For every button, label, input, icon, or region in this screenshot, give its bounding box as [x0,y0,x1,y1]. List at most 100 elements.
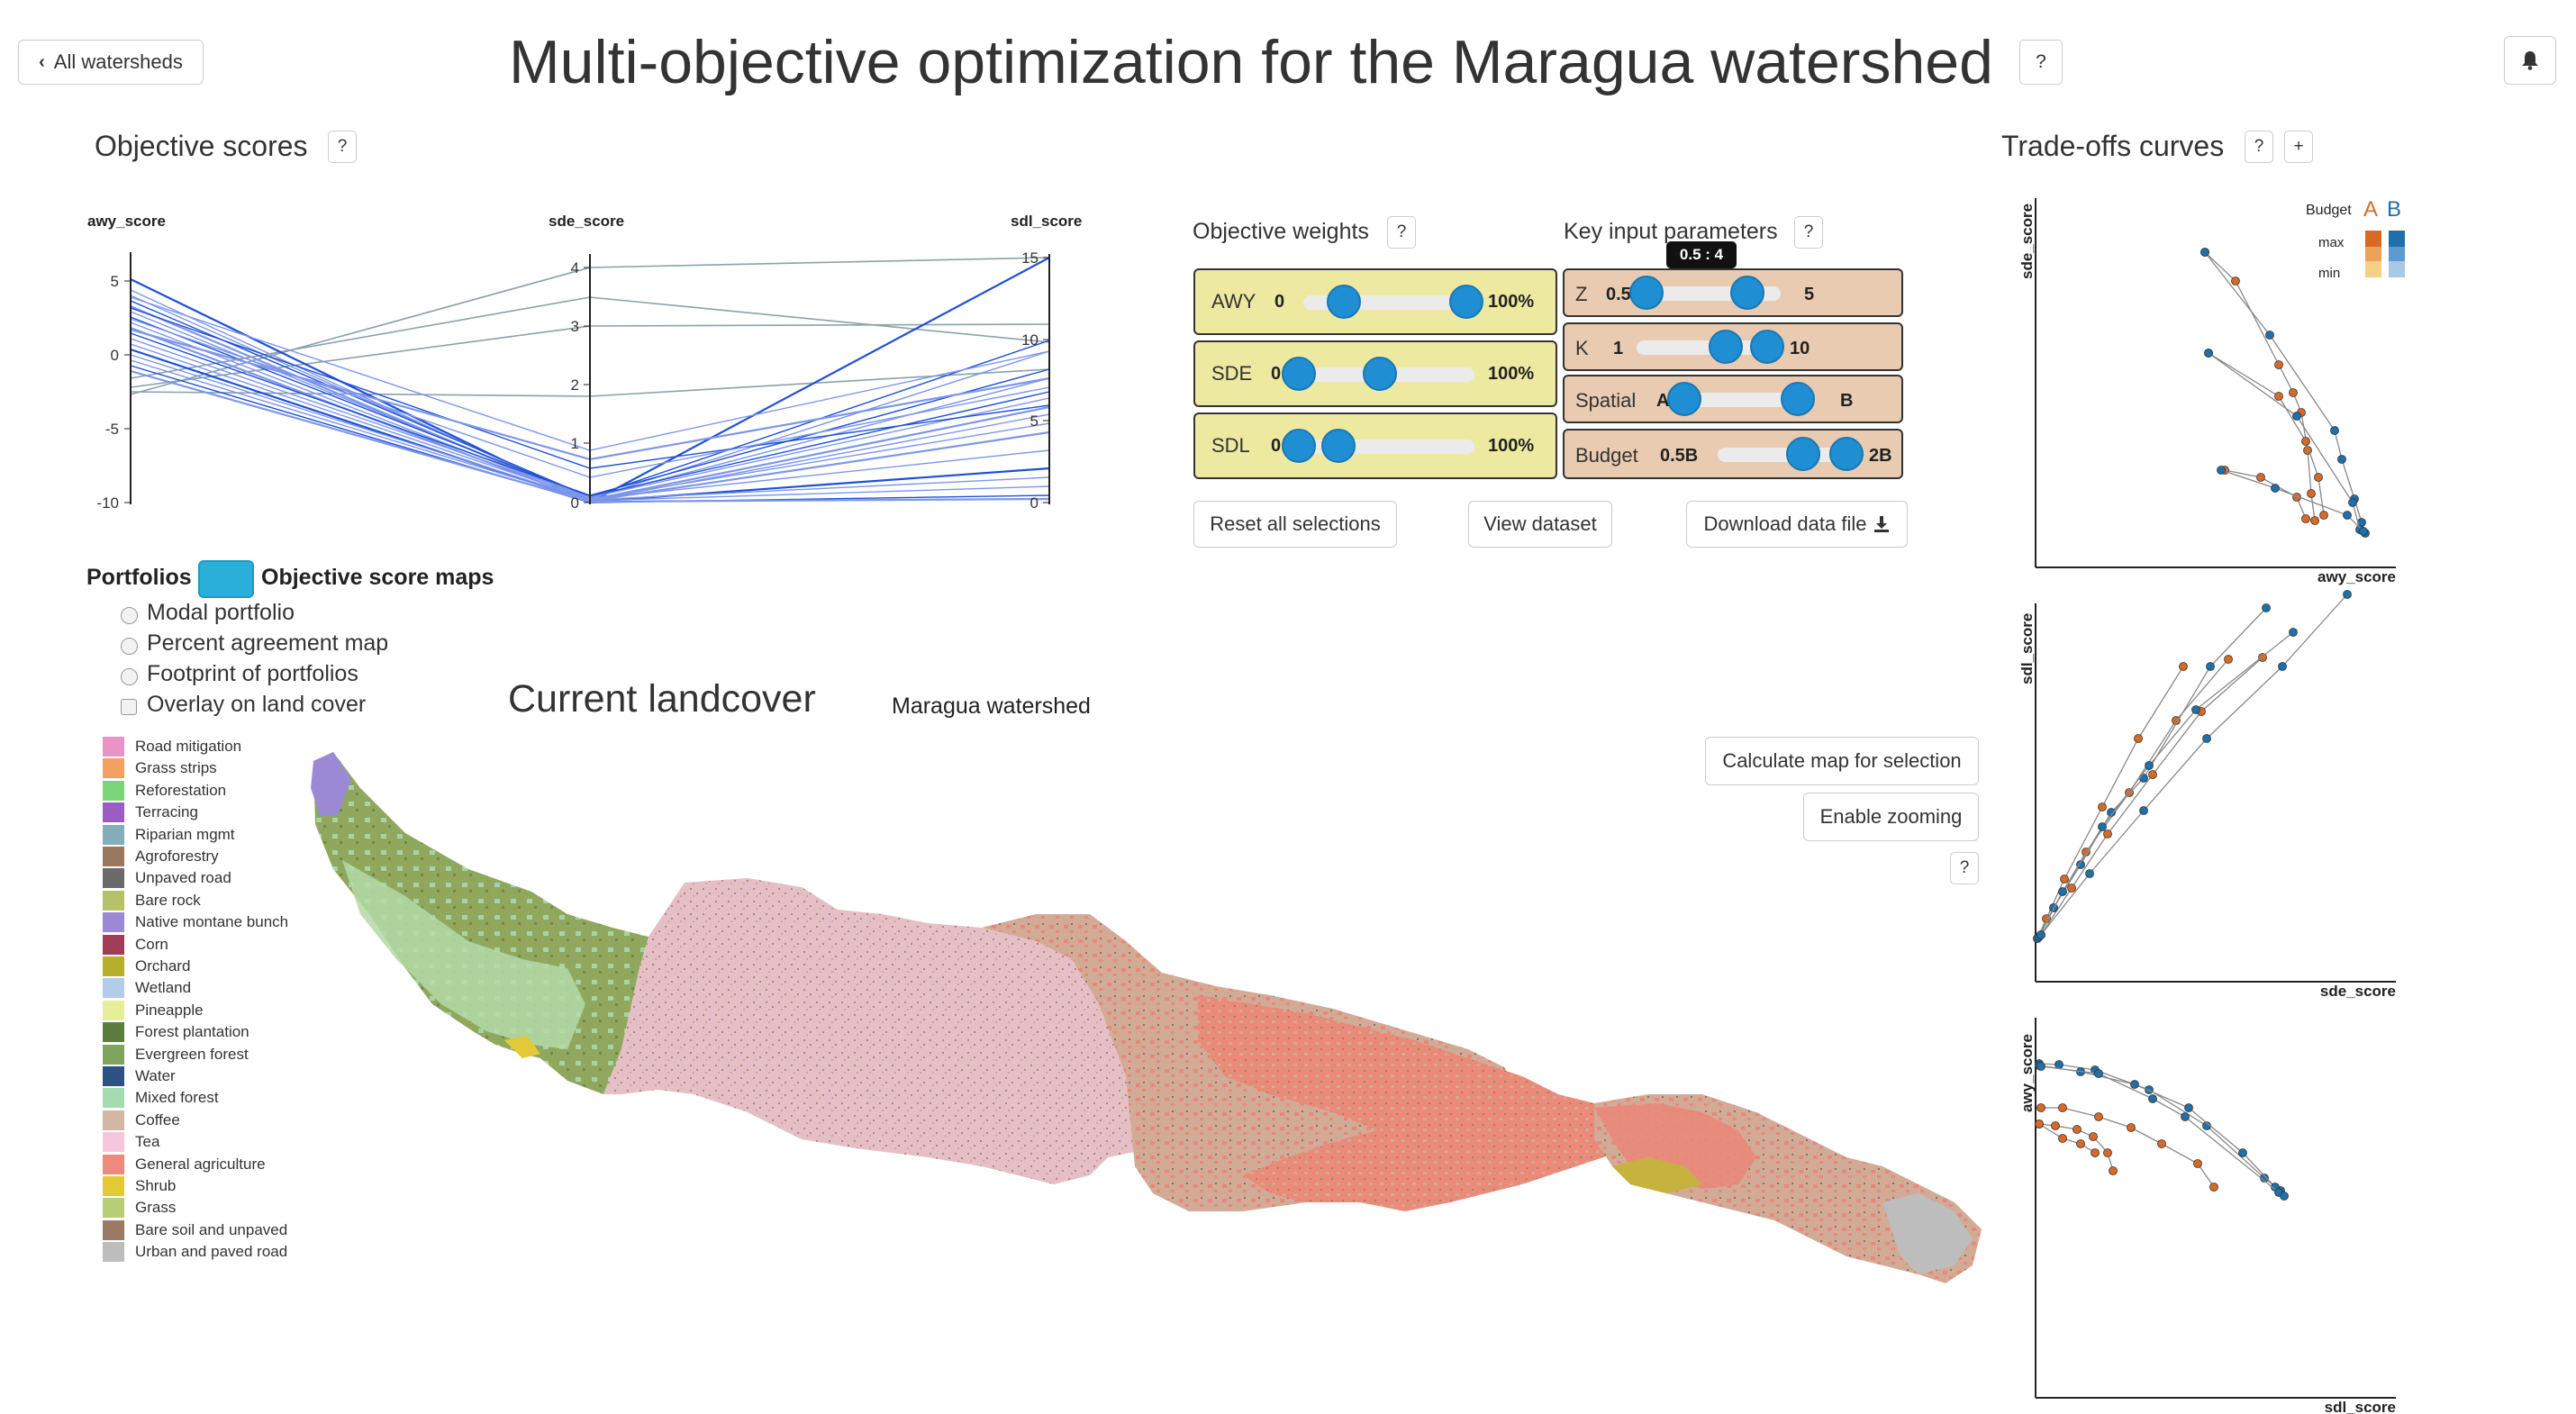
tradeoff-point [2103,1148,2112,1157]
param-slider-z[interactable]: Z 0.5 5 [1563,268,1903,317]
tradeoff-point [2036,930,2045,939]
tradeoff-point [2330,426,2339,435]
tradeoff-point [2184,1103,2193,1112]
legend-item: Shrub [103,1176,176,1196]
weight-slider-sde[interactable]: SDE 0 100% [1193,340,1557,407]
slider-handle[interactable] [1786,437,1820,471]
legend-label: Unpaved road [135,869,231,887]
weight-slider-awy[interactable]: AWY 0 100% [1193,268,1557,335]
legend-item: Coffee [103,1110,180,1130]
overlay-checkbox[interactable] [121,699,137,715]
tradeoffs-help[interactable]: ? [2245,131,2273,163]
tradeoff-point [2200,248,2209,257]
param-max: 10 [1790,339,1810,358]
tradeoff-plot-1: awy_score sde_score [2018,198,2396,585]
slider-handle[interactable] [1282,429,1316,463]
objective-scores-help[interactable]: ? [328,131,357,163]
key-params-help[interactable]: ? [1794,216,1823,249]
tradeoff-point [2193,1159,2202,1168]
slider-handle[interactable] [1282,357,1316,391]
legend-min-label: min [2318,266,2340,281]
legend-swatch [103,1132,124,1153]
tradeoffs-add-button[interactable]: + [2284,131,2313,163]
slider-handle[interactable] [1667,382,1701,416]
slider-handle[interactable] [1327,285,1361,319]
legend-label: Bare soil and unpaved [135,1220,288,1238]
tradeoff-point [2314,473,2323,482]
parallel-coordinates-plot[interactable]: 5 0 -5 -10 4 3 2 1 0 15 10 5 0 [81,243,1072,513]
portfolios-label: Portfolios [86,565,192,590]
legend-swatch [103,780,124,801]
legend-swatch [103,912,124,933]
legend-max-label: max [2318,235,2345,250]
slider-handle[interactable] [1449,285,1483,319]
legend-swatch-a-max [2365,231,2381,247]
tradeoff-point [2292,412,2301,421]
legend-item: Reforestation [103,780,226,801]
notification-button[interactable] [2504,36,2556,85]
tradeoff-point [2204,349,2213,358]
tradeoff-point [2058,887,2067,896]
tradeoff-point [2076,860,2085,869]
plot-xlabel: sde_score [2320,983,2396,1000]
slider-handle[interactable] [1829,437,1864,471]
param-slider-spatial[interactable]: Spatial A B [1563,375,1903,423]
legend-label: Terracing [135,803,198,821]
tick-label: -5 [105,421,119,438]
slider-track[interactable] [1673,393,1808,407]
radio-footprint[interactable] [121,668,138,685]
key-params-title: Key input parameters [1564,219,1778,244]
option-label: Modal portfolio [147,600,295,625]
tradeoff-point [2217,466,2226,475]
reset-selections-button[interactable]: Reset all selections [1193,501,1397,548]
tradeoff-point [2067,884,2076,893]
tradeoff-point [2094,1112,2103,1121]
objective-weights-title: Objective weights [1193,219,1369,244]
slider-handle[interactable] [1750,330,1784,364]
legend-label: Road mitigation [135,738,242,755]
tradeoff-curves[interactable]: Budget A B max min awy_score sde_score s… [2009,180,2423,1414]
tradeoff-point [2127,1123,2136,1132]
param-max: B [1840,391,1854,411]
tick-label: -10 [96,494,119,512]
tradeoff-point [2191,705,2200,714]
slider-handle[interactable] [1709,330,1743,364]
tradeoff-point [2089,1132,2098,1141]
radio-percent-agreement[interactable] [121,638,138,655]
slider-handle[interactable] [1321,429,1356,463]
weight-label: SDE [1211,362,1253,385]
enable-zooming-button[interactable]: Enable zooming [1803,793,1979,841]
legend-label: Wetland [135,979,192,997]
landcover-map[interactable] [297,734,1991,1292]
tradeoff-point [2139,774,2148,783]
download-data-button[interactable]: Download data file [1686,501,1908,548]
slider-handle[interactable] [1629,276,1664,310]
param-slider-k[interactable]: K 1 10 [1563,322,1903,371]
tradeoff-point [2098,802,2107,811]
axis-sdl: 15 10 5 0 [1021,249,1050,512]
view-dataset-button[interactable]: View dataset [1468,501,1612,548]
tradeoff-point [2310,516,2319,525]
tick-label: 5 [1030,412,1039,430]
weight-slider-sdl[interactable]: SDL 0 100% [1193,412,1557,479]
tick-label: 4 [571,259,579,276]
legend-swatch [103,1154,124,1174]
legend-item: Evergreen forest [103,1044,249,1065]
slider-handle[interactable] [1363,357,1397,391]
legend-label: Agroforestry [135,847,219,865]
slider-handle[interactable] [1781,382,1815,416]
back-button[interactable]: ‹ All watersheds [18,40,204,85]
objective-weights-help[interactable]: ? [1387,216,1416,249]
title-help-button[interactable]: ? [2019,40,2063,85]
radio-modal-portfolio[interactable] [121,607,138,624]
map-help-button[interactable]: ? [1950,852,1979,884]
tradeoff-point [2209,1183,2218,1192]
tradeoff-point [2289,628,2298,637]
calculate-map-button[interactable]: Calculate map for selection [1705,737,1979,785]
tradeoff-point [2206,662,2215,671]
param-slider-budget[interactable]: Budget 0.5B 2B [1563,429,1903,479]
legend-label: Urban and paved road [135,1243,288,1261]
map-mode-toggle[interactable] [198,560,254,598]
legend-label: Corn [135,935,168,953]
slider-handle[interactable] [1730,276,1764,310]
